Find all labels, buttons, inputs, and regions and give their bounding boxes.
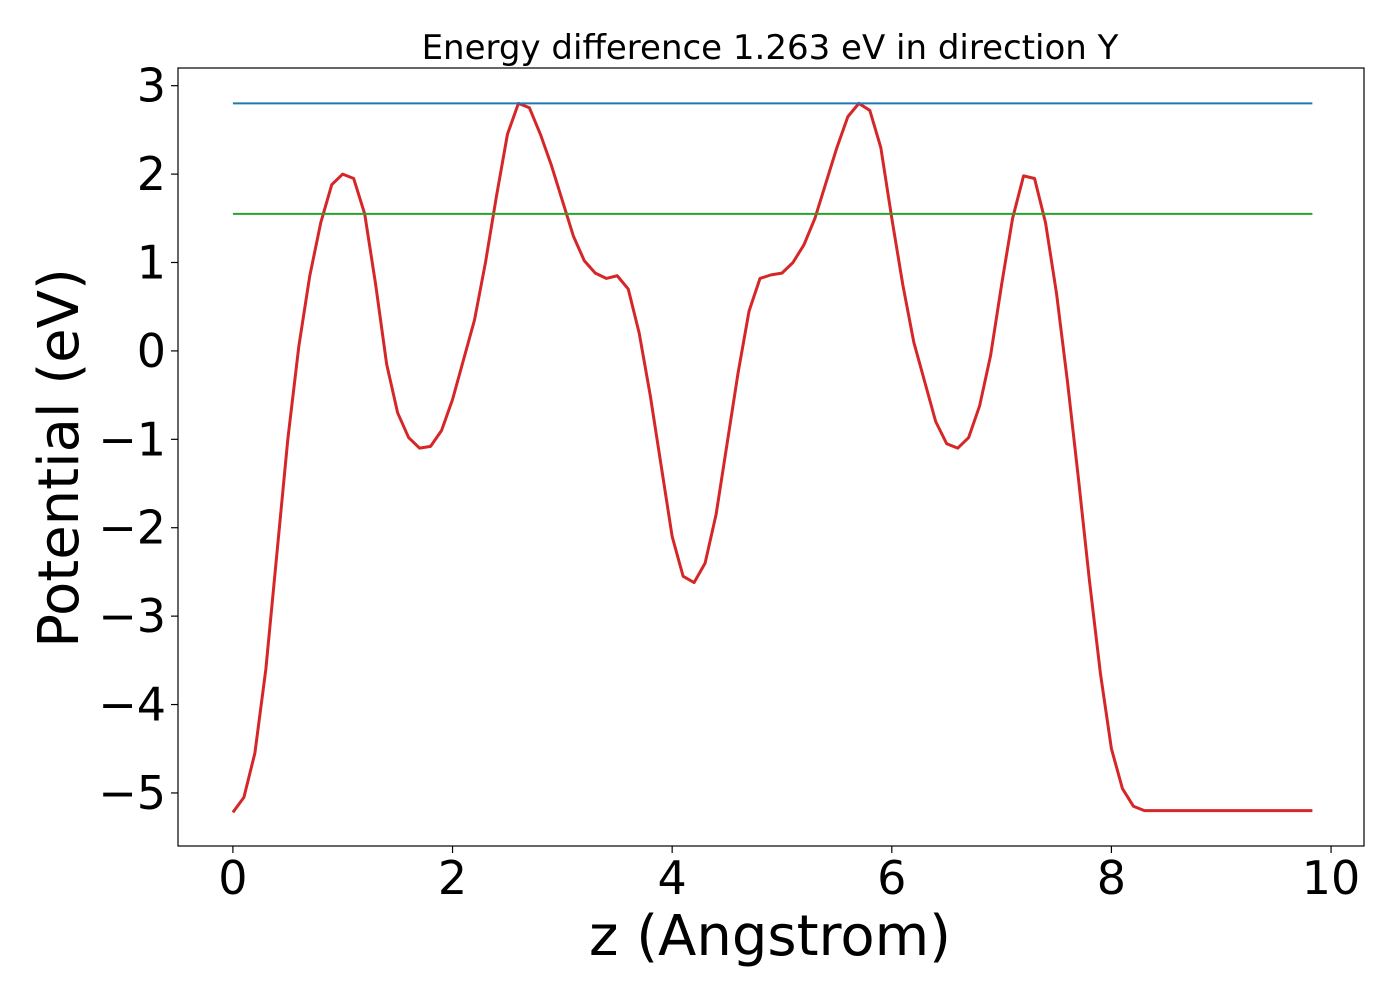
- chart-title: Energy difference 1.263 eV in direction …: [422, 28, 1119, 68]
- y-tick-label: −4: [98, 678, 166, 732]
- y-tick-label: −2: [98, 501, 166, 555]
- series-line-0: [231, 101, 1313, 814]
- y-tick-label: −5: [98, 766, 166, 820]
- x-tick-label: 0: [218, 851, 247, 905]
- x-tick-label: 8: [1097, 851, 1126, 905]
- y-tick-label: 1: [137, 236, 166, 290]
- y-tick-label: −3: [98, 589, 166, 643]
- y-axis-label: Potential (eV): [27, 268, 92, 648]
- y-tick-label: 0: [137, 324, 166, 378]
- y-tick-label: 2: [137, 147, 166, 201]
- x-tick-label: 10: [1302, 851, 1361, 905]
- x-tick-label: 4: [658, 851, 687, 905]
- x-ticks: 0 2 4 6 8 10: [218, 846, 1360, 905]
- x-tick-label: 6: [877, 851, 906, 905]
- y-tick-label: 3: [137, 59, 166, 113]
- series-layer: [231, 101, 1313, 814]
- y-ticks: 3 2 1 0 −1 −2 −3 −4 −5: [98, 59, 178, 820]
- plot-frame: [177, 67, 1365, 847]
- y-tick-label: −1: [98, 412, 166, 466]
- x-tick-label: 2: [438, 851, 467, 905]
- x-axis-label: z (Angstrom): [589, 904, 951, 969]
